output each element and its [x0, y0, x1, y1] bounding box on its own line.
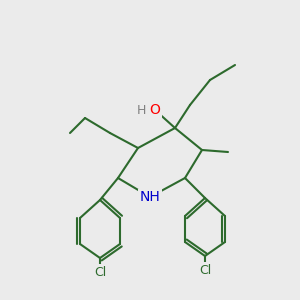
Text: H: H [136, 103, 146, 116]
Text: Cl: Cl [94, 266, 106, 278]
Text: NH: NH [140, 190, 160, 204]
Text: O: O [150, 103, 160, 117]
Text: Cl: Cl [199, 263, 211, 277]
